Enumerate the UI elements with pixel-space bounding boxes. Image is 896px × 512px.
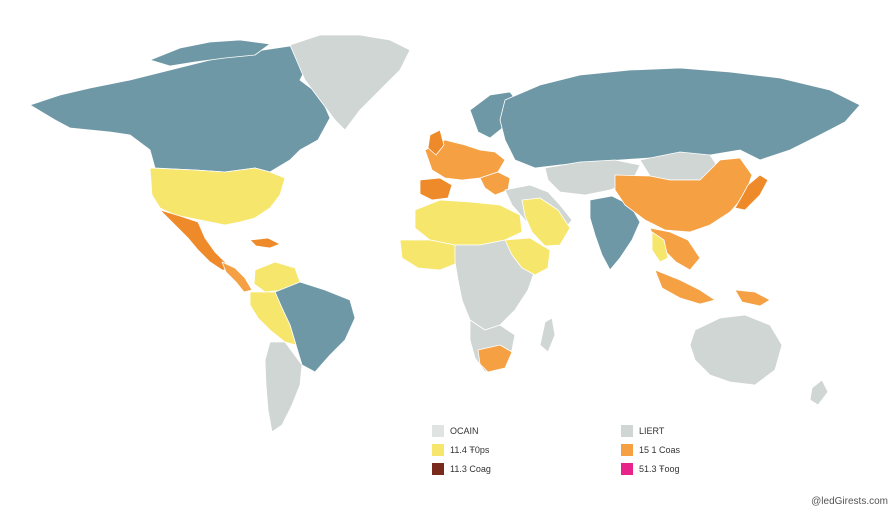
region-alaska-canada: [29, 45, 331, 173]
region-western-europe: [424, 139, 506, 181]
legend-label: 15 1 Coas: [639, 445, 681, 455]
legend-item: 11.3 Coag: [432, 462, 491, 476]
legend-item: 51.3 Ŧoog: [621, 462, 680, 476]
region-australia: [689, 314, 783, 386]
legend-label: OCAIN: [450, 426, 479, 436]
region-east-africa: [504, 237, 551, 276]
region-south-africa: [477, 344, 513, 373]
legend-swatch: [432, 463, 444, 475]
legend-swatch: [621, 463, 633, 475]
region-canadian-arctic: [149, 39, 271, 67]
region-indochina: [651, 231, 669, 263]
legend-item: OCAIN: [432, 424, 491, 438]
region-new-zealand: [809, 379, 829, 406]
region-philippines-png: [734, 289, 771, 307]
region-southern-cone: [264, 341, 303, 433]
region-west-africa: [399, 239, 461, 271]
legend-item: 15 1 Coas: [621, 443, 680, 457]
region-north-africa: [414, 199, 523, 246]
legend-swatch: [621, 444, 633, 456]
legend-left: OCAIN 11.4 Ŧ0ps 11.3 Coag: [432, 424, 491, 481]
legend-swatch: [432, 444, 444, 456]
region-peru-bolivia: [249, 291, 297, 346]
region-madagascar: [539, 317, 556, 353]
region-russia: [499, 67, 861, 169]
region-central-america: [221, 261, 253, 293]
legend-label: 51.3 Ŧoog: [639, 464, 680, 474]
legend-item: 11.4 Ŧ0ps: [432, 443, 491, 457]
region-arabia: [521, 197, 571, 247]
region-iberia: [419, 177, 453, 201]
legend-label: 11.3 Coag: [450, 464, 491, 474]
legend-label: LIERT: [639, 426, 665, 436]
region-greenland: [289, 34, 411, 131]
legend-label: 11.4 Ŧ0ps: [450, 445, 490, 455]
region-korea-japan: [734, 174, 769, 211]
region-uk: [427, 129, 445, 156]
region-indonesia: [654, 269, 716, 305]
legend-swatch: [432, 425, 444, 437]
region-caribbean: [249, 237, 281, 249]
credit-text: @ledGirests.com: [811, 496, 888, 507]
legend-item: LIERT: [621, 424, 680, 438]
legend-right: LIERT 15 1 Coas 51.3 Ŧoog: [621, 424, 680, 481]
legend-swatch: [621, 425, 633, 437]
